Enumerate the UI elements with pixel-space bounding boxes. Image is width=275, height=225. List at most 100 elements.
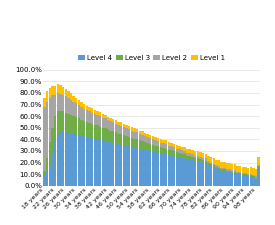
Bar xyxy=(162,154,165,186)
Bar xyxy=(207,162,210,165)
Bar xyxy=(231,172,233,173)
Bar xyxy=(213,158,215,164)
Bar xyxy=(112,119,114,122)
Bar xyxy=(231,173,233,186)
Bar xyxy=(165,140,167,144)
Bar xyxy=(128,126,130,129)
Bar xyxy=(80,120,83,136)
Bar xyxy=(109,118,112,121)
Bar xyxy=(213,165,215,167)
Bar xyxy=(170,155,173,186)
Bar xyxy=(88,111,91,123)
Bar xyxy=(46,91,48,102)
Bar xyxy=(83,121,86,136)
Bar xyxy=(78,135,80,186)
Bar xyxy=(104,115,107,118)
Bar xyxy=(133,147,136,186)
Bar xyxy=(136,139,138,148)
Bar xyxy=(94,139,96,186)
Bar xyxy=(178,153,181,157)
Bar xyxy=(249,175,252,176)
Bar xyxy=(109,142,112,186)
Bar xyxy=(73,116,75,134)
Bar xyxy=(86,106,88,110)
Bar xyxy=(183,147,186,151)
Bar xyxy=(78,105,80,118)
Bar xyxy=(54,86,56,95)
Bar xyxy=(91,138,93,186)
Bar xyxy=(75,135,78,186)
Bar xyxy=(144,150,146,186)
Bar xyxy=(189,149,191,153)
Bar xyxy=(210,164,212,166)
Bar xyxy=(178,149,181,153)
Bar xyxy=(213,164,215,165)
Bar xyxy=(70,100,72,115)
Bar xyxy=(249,167,252,174)
Bar xyxy=(229,172,231,186)
Bar xyxy=(136,132,138,139)
Bar xyxy=(46,158,48,172)
Bar xyxy=(157,137,159,141)
Bar xyxy=(101,114,104,118)
Bar xyxy=(236,172,239,173)
Bar xyxy=(104,141,107,186)
Bar xyxy=(242,174,244,175)
Bar xyxy=(73,102,75,116)
Bar xyxy=(141,131,144,135)
Bar xyxy=(101,128,104,140)
Bar xyxy=(144,136,146,142)
Bar xyxy=(194,161,196,186)
Bar xyxy=(80,102,83,107)
Bar xyxy=(152,151,154,186)
Bar xyxy=(247,176,249,186)
Bar xyxy=(255,178,257,179)
Bar xyxy=(65,96,67,113)
Bar xyxy=(67,98,70,114)
Bar xyxy=(215,166,218,168)
Bar xyxy=(88,123,91,137)
Bar xyxy=(67,133,70,186)
Bar xyxy=(139,140,141,148)
Bar xyxy=(231,164,233,170)
Bar xyxy=(101,140,104,186)
Bar xyxy=(189,156,191,160)
Bar xyxy=(168,150,170,155)
Bar xyxy=(59,94,62,111)
Bar xyxy=(88,137,91,186)
Bar xyxy=(242,167,244,173)
Bar xyxy=(123,127,125,135)
Bar xyxy=(255,169,257,176)
Bar xyxy=(139,131,141,134)
Bar xyxy=(249,174,252,175)
Bar xyxy=(131,137,133,147)
Bar xyxy=(99,140,101,186)
Bar xyxy=(242,173,244,174)
Bar xyxy=(157,153,159,186)
Bar xyxy=(75,98,78,103)
Bar xyxy=(183,158,186,186)
Bar xyxy=(120,134,122,144)
Bar xyxy=(91,113,93,124)
Bar xyxy=(231,170,233,172)
Bar xyxy=(186,155,188,159)
Bar xyxy=(160,143,162,147)
Bar xyxy=(43,107,46,171)
Bar xyxy=(147,133,149,137)
Bar xyxy=(49,88,51,98)
Bar xyxy=(215,160,218,165)
Bar xyxy=(96,115,99,125)
Bar xyxy=(136,148,138,186)
Bar xyxy=(194,155,196,158)
Bar xyxy=(175,157,178,186)
Bar xyxy=(175,145,178,148)
Bar xyxy=(49,142,51,165)
Bar xyxy=(186,153,188,155)
Bar xyxy=(239,166,241,172)
Bar xyxy=(123,145,125,186)
Bar xyxy=(157,141,159,146)
Bar xyxy=(96,125,99,139)
Bar xyxy=(186,148,188,153)
Bar xyxy=(202,158,204,160)
Bar xyxy=(229,171,231,172)
